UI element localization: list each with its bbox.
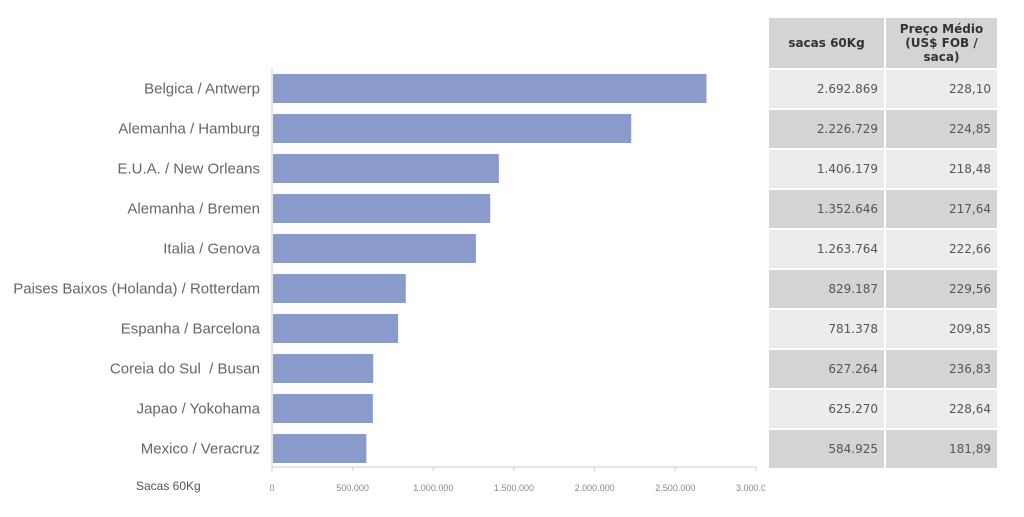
category-label: Espanha / Barcelona [121, 321, 261, 338]
cell-sacas: 781.378 [769, 310, 884, 348]
cell-preco: 209,85 [886, 310, 997, 348]
category-label: Coreia do Sul / Busan [110, 361, 260, 378]
cell-sacas: 1.263.764 [769, 230, 884, 268]
table-row: 2.226.729 224,85 [769, 110, 997, 148]
category-label: Italia / Genova [163, 241, 260, 258]
category-label: Belgica / Antwerp [144, 81, 260, 98]
cell-sacas: 584.925 [769, 430, 884, 468]
x-tick-label: 500.000 [336, 483, 369, 493]
x-tick-label: 0 [269, 483, 274, 493]
x-tick-label: 2.000.000 [575, 483, 615, 493]
category-label: Japao / Yokohama [137, 401, 261, 418]
cell-sacas: 1.352.646 [769, 190, 884, 228]
bar [273, 154, 499, 183]
bar [273, 114, 632, 143]
cell-sacas: 2.692.869 [769, 70, 884, 108]
cell-sacas: 1.406.179 [769, 150, 884, 188]
cell-preco: 236,83 [886, 350, 997, 388]
cell-preco: 181,89 [886, 430, 997, 468]
bar [273, 434, 367, 463]
cell-sacas: 625.270 [769, 390, 884, 428]
bar [273, 314, 399, 343]
x-tick-label: 3.000.000 [736, 483, 765, 493]
cell-preco: 217,64 [886, 190, 997, 228]
table-header-row: sacas 60Kg Preço Médio (US$ FOB / saca) [769, 18, 997, 68]
column-header-preco-line2: (US$ FOB / saca) [905, 36, 978, 64]
bar [273, 274, 406, 303]
table-row: 781.378 209,85 [769, 310, 997, 348]
category-label: Alemanha / Bremen [127, 201, 260, 218]
column-header-preco: Preço Médio (US$ FOB / saca) [886, 18, 997, 68]
x-tick-label: 1.000.000 [413, 483, 453, 493]
x-axis-title: Sacas 60Kg [136, 479, 201, 493]
column-header-preco-line1: Preço Médio [899, 22, 984, 36]
x-tick-label: 2.500.000 [655, 483, 695, 493]
table-row: 1.352.646 217,64 [769, 190, 997, 228]
category-label: Mexico / Veracruz [141, 441, 260, 458]
cell-sacas: 829.187 [769, 270, 884, 308]
cell-sacas: 627.264 [769, 350, 884, 388]
x-tick-label: 1.500.000 [494, 483, 534, 493]
table-row: 584.925 181,89 [769, 430, 997, 468]
cell-preco: 228,10 [886, 70, 997, 108]
cell-preco: 218,48 [886, 150, 997, 188]
table-row: 1.263.764 222,66 [769, 230, 997, 268]
cell-preco: 228,64 [886, 390, 997, 428]
bar [273, 234, 476, 263]
table-row: 1.406.179 218,48 [769, 150, 997, 188]
bar [273, 74, 707, 103]
table-row: 2.692.869 228,10 [769, 70, 997, 108]
table-row: 627.264 236,83 [769, 350, 997, 388]
bar [273, 194, 491, 223]
category-label: Alemanha / Hamburg [118, 121, 260, 138]
bar [273, 394, 373, 423]
cell-preco: 229,56 [886, 270, 997, 308]
column-header-sacas: sacas 60Kg [769, 18, 884, 68]
cell-preco: 222,66 [886, 230, 997, 268]
cell-sacas: 2.226.729 [769, 110, 884, 148]
data-table: sacas 60Kg Preço Médio (US$ FOB / saca) … [767, 16, 999, 470]
category-label: E.U.A. / New Orleans [117, 161, 260, 178]
category-label: Paises Baixos (Holanda) / Rotterdam [13, 281, 260, 298]
table-row: 625.270 228,64 [769, 390, 997, 428]
cell-preco: 224,85 [886, 110, 997, 148]
bar-chart: Belgica / Antwerp Alemanha / Hamburg E.U.A… [13, 68, 765, 493]
table-row: 829.187 229,56 [769, 270, 997, 308]
bar [273, 354, 374, 383]
